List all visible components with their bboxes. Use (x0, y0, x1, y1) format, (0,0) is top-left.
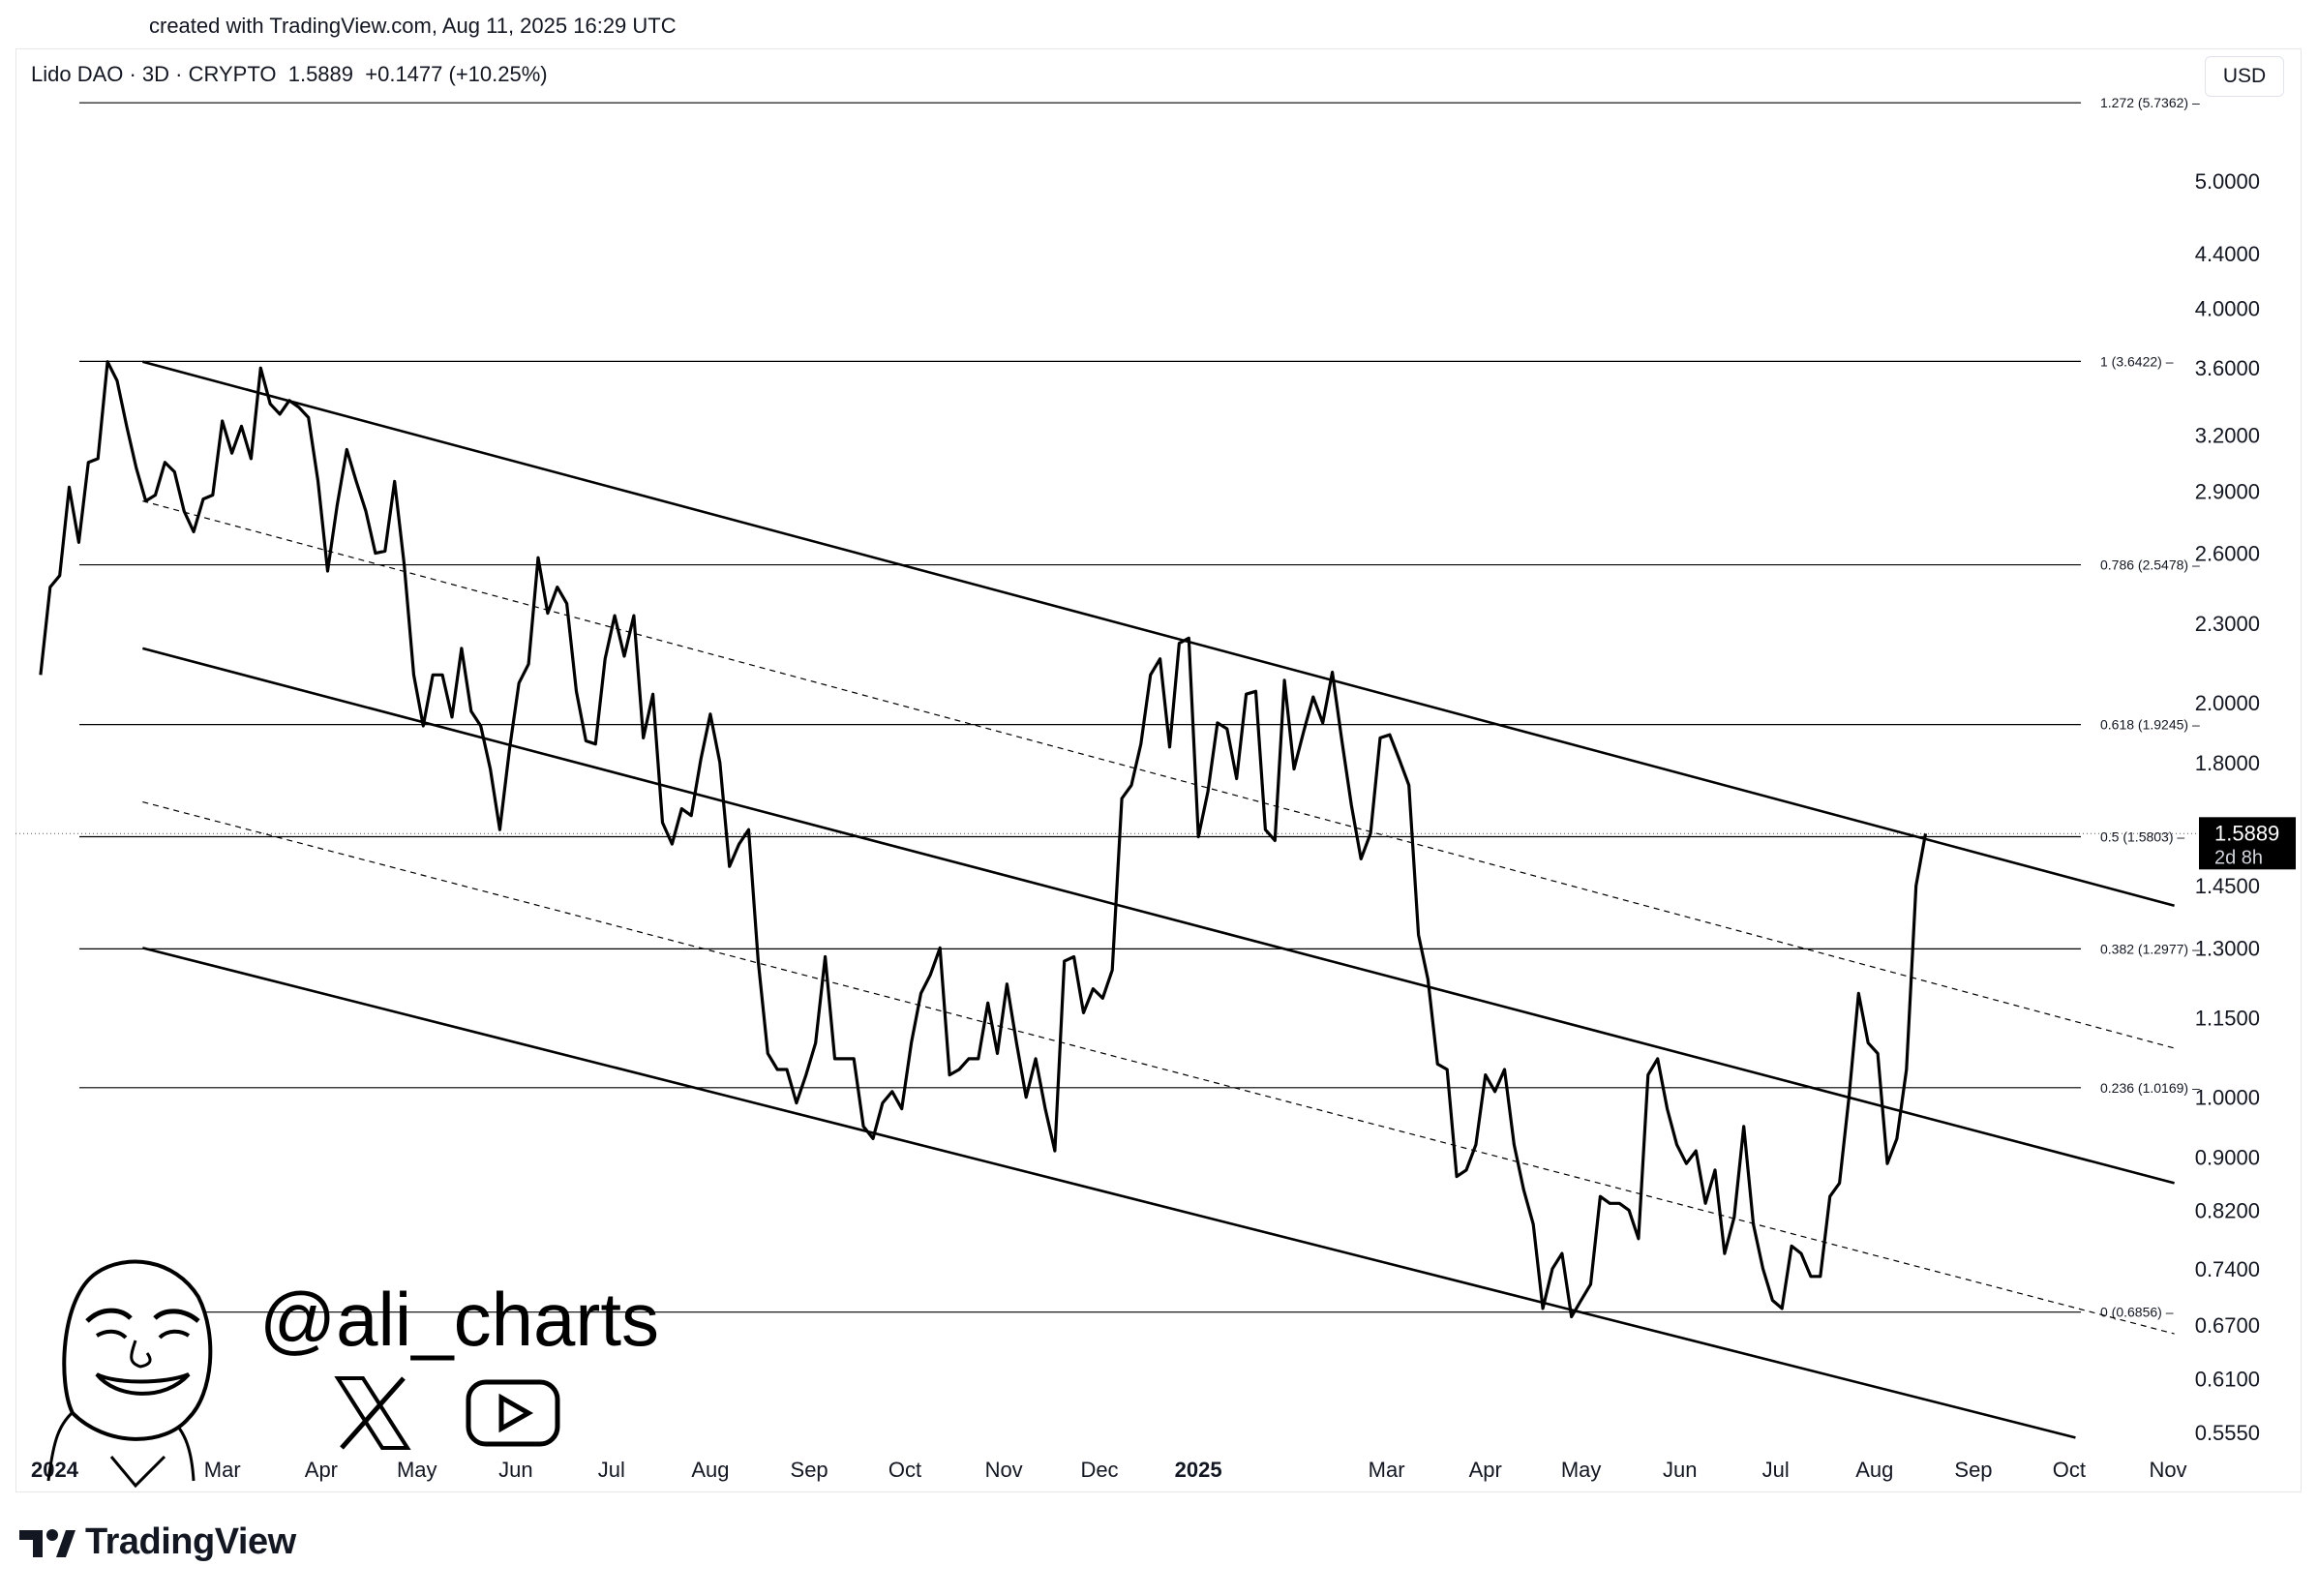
y-axis-tick-label: 4.0000 (2195, 296, 2260, 320)
last-price: 1.5889 (287, 62, 354, 86)
price-label-countdown: 2d 8h (2214, 847, 2263, 868)
x-axis-tick-label: 2025 (1175, 1458, 1222, 1482)
x-axis-tick-label: Jun (498, 1458, 532, 1482)
fib-level-label: 1 (3.6422) – (2100, 353, 2174, 369)
y-axis-tick-label: 1.0000 (2195, 1086, 2260, 1110)
fib-level-label: 0.236 (1.0169) – (2100, 1080, 2200, 1096)
x-logo-icon (334, 1376, 411, 1450)
symbol-header: Lido DAO · 3D · CRYPTO 1.5889 +0.1477 (+… (31, 62, 548, 87)
price-label-box (2199, 817, 2296, 870)
chart-caption: created with TradingView.com, Aug 11, 20… (149, 14, 677, 38)
channel-line (142, 647, 2175, 1185)
x-axis-tick-label: Sep (791, 1458, 828, 1482)
currency-button[interactable]: USD (2205, 56, 2284, 97)
y-axis-tick-label: 1.4500 (2195, 874, 2260, 898)
y-axis-tick-label: 2.6000 (2195, 542, 2260, 566)
y-axis-tick-label: 4.4000 (2195, 242, 2260, 266)
author-handle: @ali_charts (259, 1277, 660, 1362)
y-axis-tick-label: 1.1500 (2195, 1006, 2260, 1030)
y-axis-tick-label: 3.2000 (2195, 424, 2260, 448)
channel-midline (142, 500, 2175, 1049)
fib-level-label: 0.5 (1.5803) – (2100, 829, 2184, 845)
channel-line (142, 360, 2175, 908)
x-axis-tick-label: Oct (2053, 1458, 2086, 1482)
y-axis-tick-label: 0.9000 (2195, 1146, 2260, 1170)
y-axis-tick-label: 0.6100 (2195, 1367, 2260, 1391)
symbol-name: Lido DAO · 3D · CRYPTO (31, 62, 277, 86)
channel-midline (142, 800, 2175, 1335)
x-axis-tick-label: Jul (1762, 1458, 1790, 1482)
x-axis-tick-label: Jul (598, 1458, 625, 1482)
y-axis-tick-label: 2.0000 (2195, 691, 2260, 715)
x-axis-tick-label: Apr (1469, 1458, 1502, 1482)
youtube-icon (466, 1379, 560, 1447)
author-avatar (46, 1259, 213, 1489)
tradingview-logo-icon (19, 1528, 75, 1557)
x-axis-tick-label: Nov (985, 1458, 1023, 1482)
x-axis-tick-label: May (397, 1458, 437, 1482)
channel-line (142, 947, 2076, 1439)
x-axis-tick-label: Sep (1954, 1458, 1992, 1482)
y-axis-tick-label: 0.7400 (2195, 1257, 2260, 1281)
x-axis-tick-label: Mar (204, 1458, 241, 1482)
x-axis-tick-label: Nov (2149, 1458, 2186, 1482)
tradingview-brand: TradingView (17, 1521, 296, 1563)
x-axis-tick-label: Dec (1080, 1458, 1118, 1482)
fib-level-label: 1.272 (5.7362) – (2100, 95, 2200, 110)
x-axis-tick-label: May (1561, 1458, 1602, 1482)
x-axis-tick-label: Apr (305, 1458, 338, 1482)
chart-frame (15, 48, 2302, 1492)
x-axis-tick-label: Jun (1663, 1458, 1697, 1482)
fib-level-label: 0 (0.6856) – (2100, 1305, 2174, 1320)
y-axis-tick-label: 2.3000 (2195, 612, 2260, 636)
x-axis-tick-label: Mar (1369, 1458, 1405, 1482)
x-axis-tick-label: Aug (691, 1458, 729, 1482)
x-axis-tick-label: 2024 (31, 1458, 79, 1482)
y-axis-tick-label: 1.3000 (2195, 936, 2260, 960)
y-axis-tick-label: 0.5550 (2195, 1421, 2260, 1445)
y-axis-tick-label: 0.6700 (2195, 1313, 2260, 1338)
fib-level-label: 0.618 (1.9245) – (2100, 717, 2200, 733)
tradingview-name: TradingView (85, 1521, 296, 1562)
y-axis-tick-label: 3.6000 (2195, 356, 2260, 380)
price-series-line (39, 360, 1928, 1319)
y-axis-tick-label: 2.9000 (2195, 479, 2260, 503)
y-axis-tick-label: 1.8000 (2195, 751, 2260, 775)
fib-level-label: 0.786 (2.5478) – (2100, 557, 2200, 573)
price-change: +0.1477 (+10.25%) (365, 62, 548, 86)
y-axis-tick-label: 0.8200 (2195, 1198, 2260, 1222)
fib-level-label: 0.382 (1.2977) – (2100, 941, 2200, 956)
price-label-value: 1.5889 (2214, 821, 2279, 845)
x-axis-tick-label: Oct (888, 1458, 921, 1482)
x-axis-tick-label: Aug (1855, 1458, 1893, 1482)
y-axis-tick-label: 5.0000 (2195, 169, 2260, 194)
